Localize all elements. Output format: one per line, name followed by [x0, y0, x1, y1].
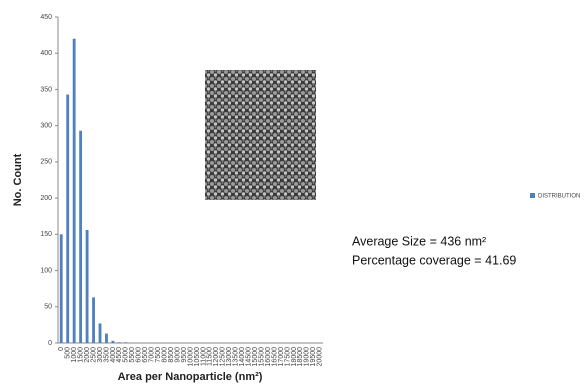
y-tick-label: 300 [40, 123, 52, 130]
bar [66, 95, 69, 343]
x-tick-label: 20000 [317, 347, 324, 367]
bar [118, 342, 121, 343]
bar [73, 39, 76, 343]
y-tick-label: 250 [40, 159, 52, 166]
legend-label: DISTRIBUTION [538, 194, 580, 200]
y-tick-label: 100 [40, 267, 52, 274]
bar [112, 341, 115, 343]
y-tick-label: 400 [40, 50, 52, 57]
legend-swatch [530, 193, 535, 198]
y-tick-label: 350 [40, 86, 52, 93]
bar [99, 323, 102, 343]
bar [92, 297, 95, 343]
y-tick-label: 450 [40, 14, 52, 21]
annotation: Average Size = 436 nm² [352, 234, 486, 248]
annotation: Percentage coverage = 41.69 [352, 253, 516, 267]
y-axis-label: No. Count [12, 153, 24, 206]
sem-image [205, 70, 316, 200]
bar [105, 334, 108, 343]
chart: Area per Nanoparticle (nm²) No. Count Av… [0, 0, 585, 385]
bar [79, 131, 82, 343]
bar [60, 234, 63, 343]
bar [86, 230, 89, 343]
y-tick-label: 150 [40, 231, 52, 238]
y-tick-label: 200 [40, 195, 52, 202]
y-tick-label: 50 [44, 304, 52, 311]
x-axis-label: Area per Nanoparticle (nm²) [118, 371, 263, 383]
y-tick-label: 0 [48, 340, 52, 347]
bar [124, 342, 127, 343]
